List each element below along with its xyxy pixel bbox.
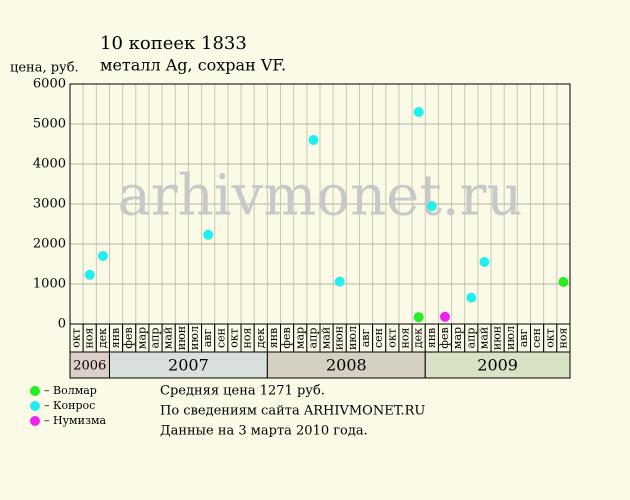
year-label: 2007 — [168, 356, 209, 375]
x-tick-label: сен — [214, 328, 227, 348]
note: Данные на 3 марта 2010 года. — [160, 424, 368, 439]
x-tick-label: дек — [96, 328, 109, 348]
x-tick-label: апр — [149, 328, 162, 349]
legend-marker — [30, 416, 40, 426]
x-tick-label: мар — [451, 327, 464, 349]
x-tick-label: дек — [412, 328, 425, 348]
point — [413, 312, 424, 323]
x-tick-label: апр — [464, 328, 477, 349]
point — [84, 269, 95, 280]
x-tick-label: окт — [543, 328, 556, 348]
y-tick-label: 3000 — [33, 197, 66, 212]
x-tick-label: окт — [227, 328, 240, 348]
x-tick-label: июл — [346, 326, 359, 350]
year-label: 2009 — [477, 356, 518, 375]
chart-subtitle: металл Ag, сохран VF. — [100, 56, 286, 75]
point — [334, 276, 345, 287]
y-tick-label: 0 — [58, 317, 66, 332]
legend-label: – Конрос — [44, 399, 95, 412]
point — [426, 201, 437, 211]
x-tick-label: ноя — [83, 327, 96, 348]
x-tick-label: май — [320, 327, 333, 349]
y-tick-label: 5000 — [33, 117, 66, 132]
x-tick-label: фев — [122, 327, 135, 348]
x-tick-label: май — [162, 327, 175, 349]
x-tick-label: фев — [280, 327, 293, 348]
x-tick-label: апр — [306, 328, 319, 349]
x-tick-label: авг — [201, 329, 214, 348]
year-cell — [108, 351, 268, 379]
x-tick-label: июл — [188, 326, 201, 350]
x-tick-label: ноя — [241, 327, 254, 348]
x-tick-label: июн — [175, 326, 188, 350]
year-label: 2006 — [73, 359, 106, 374]
x-tick-label: мар — [293, 327, 306, 349]
year-label: 2008 — [326, 356, 367, 375]
point — [440, 311, 450, 322]
year-cell — [266, 351, 426, 379]
x-tick-label: авг — [517, 329, 530, 348]
y-tick-label: 1000 — [33, 277, 66, 292]
point — [308, 135, 319, 145]
x-tick-label: ноя — [399, 327, 412, 348]
x-tick-label: сен — [372, 328, 385, 348]
watermark: arhivmonet.ru — [118, 164, 523, 229]
x-tick-label: янв — [109, 328, 122, 348]
point — [466, 292, 477, 303]
note: По сведениям сайта ARHIVMONET.RU — [160, 404, 425, 419]
x-tick-label: фев — [438, 327, 451, 348]
x-tick-label: сен — [530, 328, 543, 348]
legend-marker — [30, 401, 40, 411]
legend-label: – Нумизма — [44, 414, 107, 427]
point — [413, 107, 424, 117]
y-axis-label: цена, руб. — [10, 61, 79, 76]
year-cell — [69, 351, 110, 379]
x-tick-label: июл — [504, 326, 517, 350]
point — [479, 257, 490, 267]
y-tick-label: 6000 — [33, 77, 66, 92]
x-tick-label: янв — [425, 328, 438, 348]
x-tick-label: окт — [385, 328, 398, 348]
point — [203, 229, 214, 240]
x-tick-label: дек — [254, 328, 267, 348]
y-tick-label: 4000 — [33, 157, 66, 172]
x-tick-label: янв — [267, 328, 280, 348]
x-tick-label: окт — [70, 328, 83, 348]
x-tick-label: мар — [135, 327, 148, 349]
point — [558, 277, 569, 287]
y-tick-label: 2000 — [33, 237, 66, 252]
x-tick-label: июн — [491, 326, 504, 350]
legend-label: – Волмар — [44, 384, 97, 397]
chart-title: 10 копеек 1833 — [100, 33, 247, 54]
point — [97, 251, 108, 261]
year-cell — [424, 351, 571, 379]
legend-marker — [30, 386, 40, 396]
note: Средняя цена 1271 руб. — [160, 384, 325, 399]
x-tick-label: ноя — [556, 327, 569, 348]
x-tick-label: май — [477, 327, 490, 349]
x-tick-label: авг — [359, 329, 372, 348]
x-tick-label: июн — [333, 326, 346, 350]
